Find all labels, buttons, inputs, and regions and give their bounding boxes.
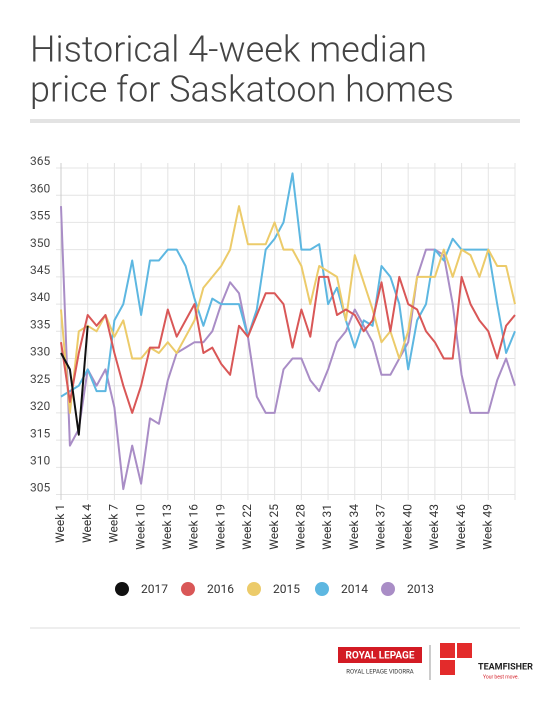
legend-swatch xyxy=(247,582,261,596)
series-line xyxy=(60,172,516,398)
chart-title: price for Saskatoon homes xyxy=(30,69,454,111)
logo-bar xyxy=(338,647,422,663)
chart-title: Historical 4-week median xyxy=(30,29,427,71)
x-tick-label: Week 31 xyxy=(320,504,334,550)
legend-label: 2015 xyxy=(273,582,300,596)
logo-royal: ROYAL LEPAGE ROYAL LEPAGE VIDORRA xyxy=(338,647,422,676)
legend-swatch xyxy=(315,582,329,596)
legend-label: 2013 xyxy=(407,582,434,596)
y-tick-label: 365 xyxy=(30,154,50,168)
logo-square xyxy=(440,660,455,675)
title-rule xyxy=(30,119,520,123)
x-tick-label: Week 28 xyxy=(294,504,308,550)
series-line xyxy=(60,325,89,436)
y-tick-label: 325 xyxy=(30,372,50,386)
legend-label: 2014 xyxy=(341,582,368,596)
x-tick-label: Week 7 xyxy=(107,504,121,543)
x-tick-label: Week 46 xyxy=(454,504,468,550)
legend-label: 2017 xyxy=(141,582,168,596)
legend-swatch xyxy=(181,582,195,596)
series-line xyxy=(60,205,516,414)
legend-label: 2016 xyxy=(207,582,234,596)
x-tick-label: Week 43 xyxy=(427,504,441,550)
series-line xyxy=(60,275,516,414)
x-tick-label: Week 34 xyxy=(347,504,361,550)
y-tick-label: 305 xyxy=(30,481,50,495)
x-tick-label: Week 22 xyxy=(240,504,254,550)
logo-text: Your best move. xyxy=(483,674,519,680)
legend-swatch xyxy=(381,582,395,596)
y-tick-label: 320 xyxy=(30,399,50,413)
logo-text: TEAMFISHER xyxy=(478,662,533,672)
legend-swatch xyxy=(115,582,129,596)
y-tick-label: 340 xyxy=(30,290,50,304)
series-line xyxy=(60,206,516,491)
x-tick-label: Week 13 xyxy=(160,504,174,550)
logo-text: ROYAL LEPAGE VIDORRA xyxy=(346,669,413,676)
y-tick-label: 345 xyxy=(30,263,50,277)
y-tick-label: 360 xyxy=(30,181,50,195)
x-tick-label: Week 25 xyxy=(267,504,281,550)
y-tick-label: 350 xyxy=(30,236,50,250)
x-tick-label: Week 1 xyxy=(53,504,67,543)
y-tick-label: 315 xyxy=(30,426,50,440)
y-tick-label: 310 xyxy=(30,454,50,468)
x-tick-label: Week 4 xyxy=(80,504,94,543)
y-tick-label: 330 xyxy=(30,345,50,359)
x-tick-label: Week 37 xyxy=(374,504,388,550)
y-tick-label: 335 xyxy=(30,317,50,331)
logo-square xyxy=(440,643,455,658)
y-tick-label: 355 xyxy=(30,209,50,223)
x-tick-label: Week 19 xyxy=(213,504,227,550)
x-tick-label: Week 16 xyxy=(187,504,201,550)
logo-square xyxy=(457,643,472,658)
logo-text: ROYAL LEPAGE xyxy=(346,651,415,662)
logo-team: TEAMFISHER Your best move. xyxy=(440,643,533,680)
x-tick-label: Week 10 xyxy=(133,504,147,550)
x-tick-label: Week 49 xyxy=(480,504,494,550)
x-tick-label: Week 40 xyxy=(400,504,414,550)
